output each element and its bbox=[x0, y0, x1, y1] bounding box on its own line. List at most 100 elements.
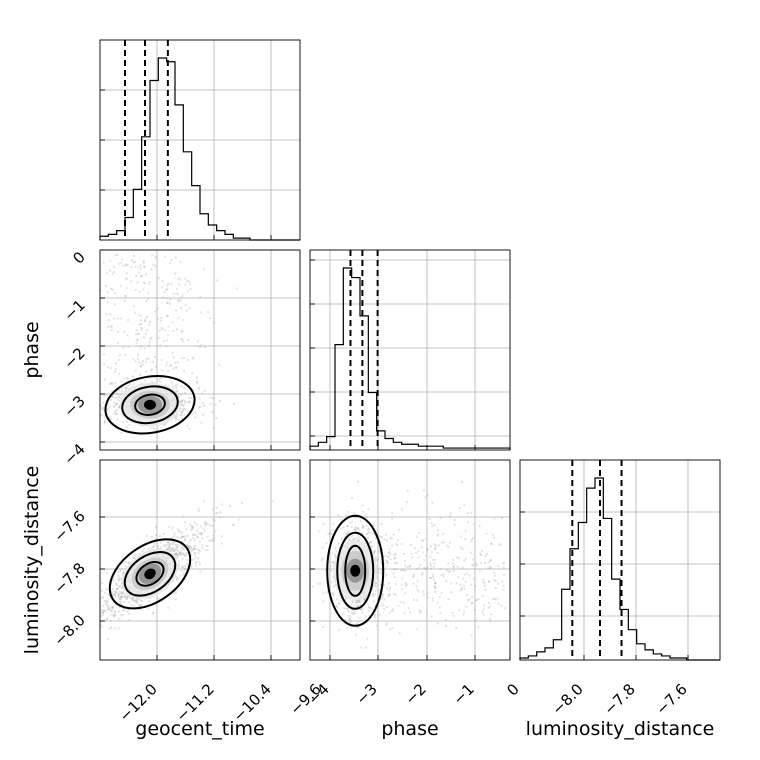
sample-point bbox=[113, 593, 116, 596]
sample-point bbox=[170, 282, 173, 285]
sample-point bbox=[448, 515, 451, 518]
sample-point bbox=[108, 406, 111, 409]
sample-point bbox=[420, 610, 423, 613]
sample-point bbox=[458, 609, 461, 612]
sample-point bbox=[369, 531, 372, 534]
sample-point bbox=[418, 566, 421, 569]
sample-point bbox=[184, 568, 187, 571]
sample-point bbox=[367, 508, 370, 511]
sample-point bbox=[437, 534, 440, 537]
sample-point bbox=[126, 610, 129, 613]
sample-point bbox=[395, 568, 398, 571]
sample-point bbox=[380, 572, 383, 575]
sample-point bbox=[123, 609, 126, 612]
sample-point bbox=[409, 611, 412, 614]
sample-point bbox=[482, 578, 485, 581]
sample-point bbox=[484, 561, 487, 564]
sample-point bbox=[182, 515, 185, 518]
panel-frame bbox=[309, 249, 511, 451]
sample-point bbox=[416, 588, 419, 591]
sample-point bbox=[106, 600, 109, 603]
sample-point bbox=[130, 266, 133, 269]
sample-point bbox=[132, 261, 135, 264]
sample-point bbox=[180, 330, 183, 333]
sample-point bbox=[186, 543, 189, 546]
sample-point bbox=[141, 549, 144, 552]
sample-point bbox=[350, 540, 353, 543]
sample-point bbox=[380, 522, 383, 525]
sample-point bbox=[191, 372, 194, 375]
sample-point bbox=[204, 548, 207, 551]
sample-point bbox=[218, 516, 221, 519]
sample-point bbox=[404, 584, 407, 587]
sample-point bbox=[426, 566, 429, 569]
sample-point bbox=[212, 534, 215, 537]
sample-point bbox=[351, 534, 354, 537]
sample-point bbox=[168, 546, 171, 549]
sample-point bbox=[356, 605, 359, 608]
sample-point bbox=[116, 330, 119, 333]
sample-point bbox=[375, 556, 378, 559]
sample-point bbox=[193, 521, 196, 524]
sample-point bbox=[197, 532, 200, 535]
sample-point bbox=[124, 278, 127, 281]
sample-point bbox=[120, 604, 123, 607]
sample-point bbox=[113, 615, 116, 618]
sample-point bbox=[125, 598, 128, 601]
sample-point bbox=[415, 568, 418, 571]
sample-point bbox=[436, 622, 439, 625]
sample-point bbox=[108, 416, 111, 419]
sample-point bbox=[370, 545, 373, 548]
sample-point bbox=[115, 392, 118, 395]
sample-point bbox=[176, 293, 179, 296]
sample-point bbox=[125, 287, 128, 290]
sample-point bbox=[447, 545, 450, 548]
sample-point bbox=[452, 614, 455, 617]
sample-point bbox=[392, 533, 395, 536]
sample-point bbox=[148, 323, 151, 326]
sample-point bbox=[113, 614, 116, 617]
sample-point bbox=[374, 582, 377, 585]
sample-point bbox=[190, 396, 193, 399]
sample-point bbox=[192, 403, 195, 406]
sample-point bbox=[359, 608, 362, 611]
sample-point bbox=[369, 607, 372, 610]
sample-point bbox=[415, 585, 418, 588]
panel-p20 bbox=[99, 459, 301, 661]
sample-point bbox=[394, 543, 397, 546]
sample-point bbox=[347, 530, 350, 533]
sample-point bbox=[123, 588, 126, 591]
sample-point bbox=[101, 406, 104, 409]
sample-point bbox=[190, 547, 193, 550]
sample-point bbox=[105, 618, 108, 621]
sample-point bbox=[206, 545, 209, 548]
sample-point bbox=[354, 601, 357, 604]
sample-point bbox=[209, 524, 212, 527]
sample-point bbox=[498, 543, 501, 546]
sample-point bbox=[117, 593, 120, 596]
sample-point bbox=[346, 627, 349, 630]
sample-point bbox=[406, 566, 409, 569]
sample-point bbox=[331, 552, 334, 555]
sample-point bbox=[167, 325, 170, 328]
sample-point bbox=[391, 608, 394, 611]
sample-point bbox=[403, 559, 406, 562]
sample-point bbox=[180, 535, 183, 538]
sample-point bbox=[108, 608, 111, 611]
sample-point bbox=[110, 606, 113, 609]
sample-point bbox=[120, 284, 123, 287]
sample-point bbox=[470, 634, 473, 637]
sample-point bbox=[123, 300, 126, 303]
sample-point bbox=[128, 561, 131, 564]
sample-point bbox=[396, 539, 399, 542]
sample-point bbox=[177, 560, 180, 563]
sample-point bbox=[116, 253, 119, 256]
sample-point bbox=[156, 317, 159, 320]
sample-point bbox=[390, 517, 393, 520]
sample-point bbox=[118, 569, 121, 572]
sample-point bbox=[132, 556, 135, 559]
sample-point bbox=[158, 598, 161, 601]
sample-point bbox=[471, 564, 474, 567]
sample-point bbox=[361, 510, 364, 513]
sample-point bbox=[118, 354, 121, 357]
